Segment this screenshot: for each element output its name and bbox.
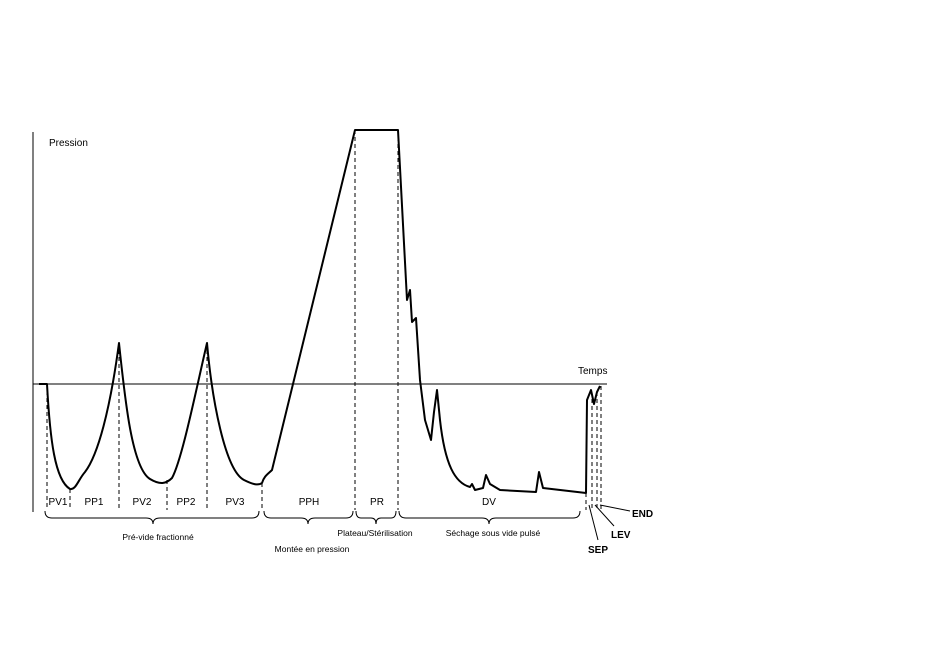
group-label-pre-vide: Pré-vide fractionné bbox=[122, 532, 194, 542]
end-pointer bbox=[599, 504, 631, 512]
lev-pointer bbox=[594, 504, 615, 527]
phase-label-pv2: PV2 bbox=[133, 497, 152, 508]
phase-label-pv1: PV1 bbox=[49, 497, 68, 508]
end-label-sep: SEP bbox=[588, 545, 608, 556]
brace-pre-vide bbox=[44, 510, 260, 525]
phase-label-pp2: PP2 bbox=[177, 497, 196, 508]
brace-montee bbox=[263, 510, 354, 525]
phase-label-pr: PR bbox=[370, 497, 384, 508]
phase-label-dv: DV bbox=[482, 497, 496, 508]
brace-plateau bbox=[355, 510, 397, 525]
phase-label-pp1: PP1 bbox=[85, 497, 104, 508]
end-label-lev: LEV bbox=[611, 530, 631, 541]
pressure-curve bbox=[39, 129, 601, 494]
phase-label-pph: PPH bbox=[299, 497, 320, 508]
x-axis-label: Temps bbox=[578, 366, 607, 377]
y-axis-label: Pression bbox=[49, 138, 88, 149]
end-label-end: END bbox=[632, 509, 653, 520]
phase-separators bbox=[46, 130, 602, 510]
group-label-sechage: Séchage sous vide pulsé bbox=[446, 528, 541, 538]
phase-label-pv3: PV3 bbox=[226, 497, 245, 508]
group-label-plateau: Plateau/Stérilisation bbox=[337, 528, 412, 538]
sep-pointer bbox=[588, 504, 599, 541]
brace-sechage bbox=[398, 510, 581, 525]
group-label-montee: Montée en pression bbox=[275, 544, 350, 554]
